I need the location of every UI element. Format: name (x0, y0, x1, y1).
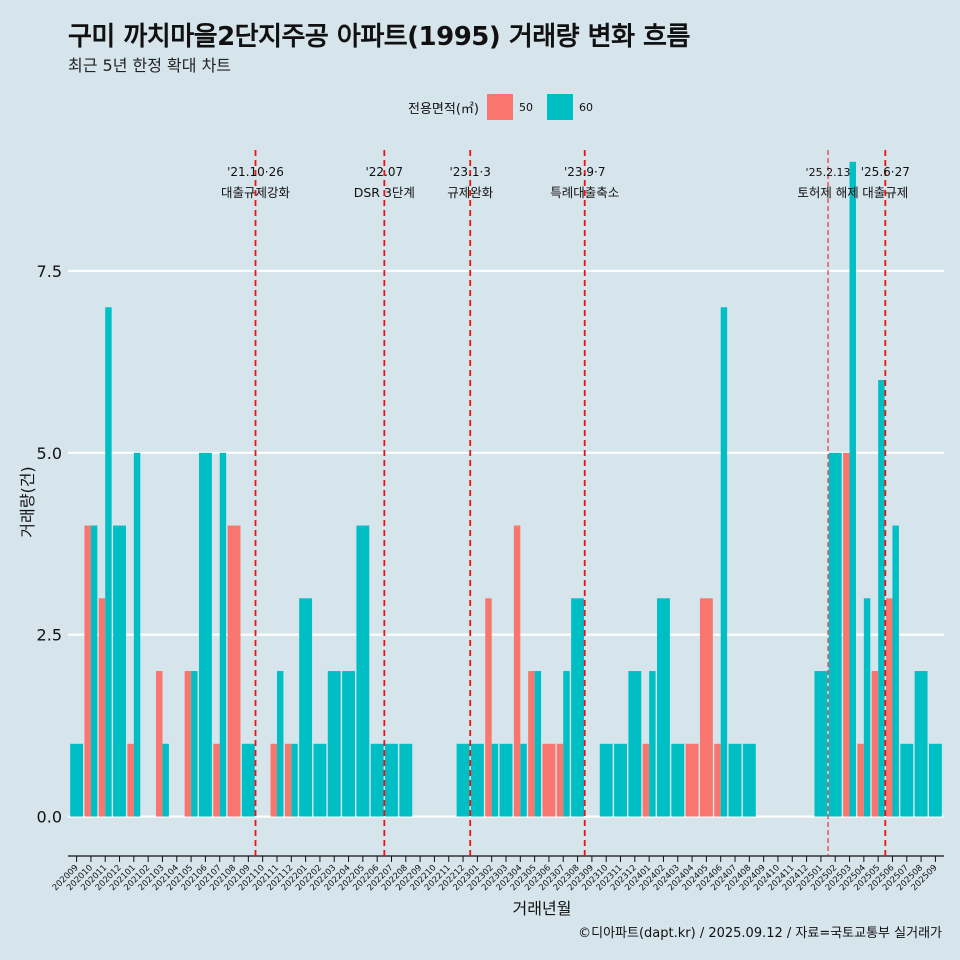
bar-60-202402 (657, 598, 670, 817)
bar-60-202203 (327, 671, 341, 817)
bar-50-202111 (270, 743, 277, 817)
bar-60-202503 (849, 161, 856, 817)
bar-60-202408 (742, 743, 756, 817)
bar-60-202302 (491, 743, 499, 817)
bar-50-202506 (886, 598, 893, 817)
bar-60-202406 (720, 307, 728, 817)
bar-60-202504 (863, 598, 871, 817)
bar-60-202401 (649, 671, 656, 817)
event-label: 대출규제 (862, 185, 908, 200)
bar-60-202204 (342, 671, 355, 817)
event-label: 토허제 해제 (797, 185, 858, 200)
bar-60-202311 (614, 743, 627, 817)
bar-50-202505 (871, 671, 879, 817)
bar-60-202009 (70, 743, 84, 817)
bar-50-202302 (485, 598, 492, 817)
event-date-label: '25.2.13 (806, 166, 851, 179)
chart-title: 구미 까치마을2단지주공 아파트(1995) 거래량 변화 흐름 (68, 22, 690, 52)
bar-60-202107 (219, 452, 227, 817)
bar-60-202010 (90, 525, 98, 817)
bar-60-202403 (671, 743, 685, 817)
y-tick-label: 7.5 (37, 262, 62, 281)
bar-50-202404 (685, 743, 699, 817)
y-tick-label: 0.0 (37, 808, 62, 827)
event-date-label: '25.6·27 (861, 165, 910, 179)
bar-60-202308 (571, 598, 585, 817)
bar-60-202112 (291, 743, 298, 817)
bar-50-202105 (184, 671, 192, 817)
bar-60-202207 (385, 743, 398, 817)
bar-60-202111 (276, 671, 284, 817)
legend-label-60: 60 (578, 100, 593, 114)
bar-50-202401 (642, 743, 650, 817)
event-label: DSR 3단계 (354, 185, 415, 200)
bar-60-202103 (162, 743, 169, 817)
bar-60-202501 (814, 671, 828, 817)
event-label: 대출규제강화 (221, 185, 291, 200)
bar-60-202301 (470, 743, 484, 817)
bar-60-202505 (878, 380, 885, 817)
bar-60-202212 (456, 743, 470, 817)
legend-title: 전용면적(㎡) (408, 101, 479, 117)
bar-60-202509 (928, 743, 942, 817)
bar-60-202106 (198, 452, 212, 817)
bar-60-202011 (105, 307, 112, 817)
bar-60-202305 (534, 671, 542, 817)
bar-60-202105 (191, 671, 198, 817)
bar-60-202506 (892, 525, 899, 817)
bar-60-202508 (914, 671, 928, 817)
y-tick-label: 5.0 (37, 444, 62, 463)
bar-60-202208 (399, 743, 413, 817)
event-label: 특례대출축소 (550, 185, 619, 200)
event-date-label: '23.1·3 (449, 165, 490, 179)
event-date-label: '23.9·7 (564, 165, 605, 179)
legend-label-50: 50 (518, 100, 533, 114)
legend-swatch-50 (486, 94, 513, 120)
bar-60-202012 (113, 525, 126, 817)
bar-50-202108 (227, 525, 241, 817)
chart-subtitle: 최근 5년 한정 확대 차트 (68, 56, 232, 75)
legend: 전용면적(㎡) 50 60 (408, 92, 607, 122)
bar-60-202307 (563, 671, 570, 817)
bar-60-202205 (356, 525, 370, 817)
x-axis-title: 거래년월 (513, 899, 572, 918)
bar-50-202305 (528, 671, 535, 817)
bar-50-202011 (98, 598, 106, 817)
event-date-label: '22.07 (366, 165, 404, 179)
bar-60-202312 (628, 671, 642, 817)
bar-50-202503 (843, 452, 850, 817)
bar-60-202303 (499, 743, 513, 817)
y-axis-title: 거래량(건) (18, 466, 37, 537)
bar-50-202107 (213, 743, 220, 817)
bar-50-202306 (542, 743, 556, 817)
bar-50-202010 (84, 525, 91, 817)
bar-60-202507 (900, 743, 914, 817)
bar-60-202502 (828, 452, 842, 817)
bar-50-202103 (156, 671, 163, 817)
bar-50-202504 (857, 743, 864, 817)
bar-60-202206 (370, 743, 384, 817)
bar-60-202310 (599, 743, 613, 817)
event-date-label: '21.10·26 (227, 165, 284, 179)
bar-50-202304 (513, 525, 521, 817)
bar-50-202406 (714, 743, 721, 817)
bar-50-202101 (127, 743, 134, 817)
bar-60-202304 (520, 743, 527, 817)
bar-60-202202 (313, 743, 327, 817)
bar-50-202405 (699, 598, 713, 817)
bar-50-202307 (556, 743, 564, 817)
bar-50-202112 (284, 743, 292, 817)
y-tick-label: 2.5 (37, 626, 62, 645)
source-caption: ©디아파트(dapt.kr) / 2025.09.12 / 자료=국토교통부 실… (578, 926, 942, 941)
bar-60-202109 (241, 743, 255, 817)
bar-60-202407 (728, 743, 742, 817)
event-label: 규제완화 (447, 185, 494, 200)
legend-swatch-60 (546, 94, 573, 120)
bar-60-202101 (133, 452, 141, 817)
bar-60-202201 (299, 598, 313, 817)
